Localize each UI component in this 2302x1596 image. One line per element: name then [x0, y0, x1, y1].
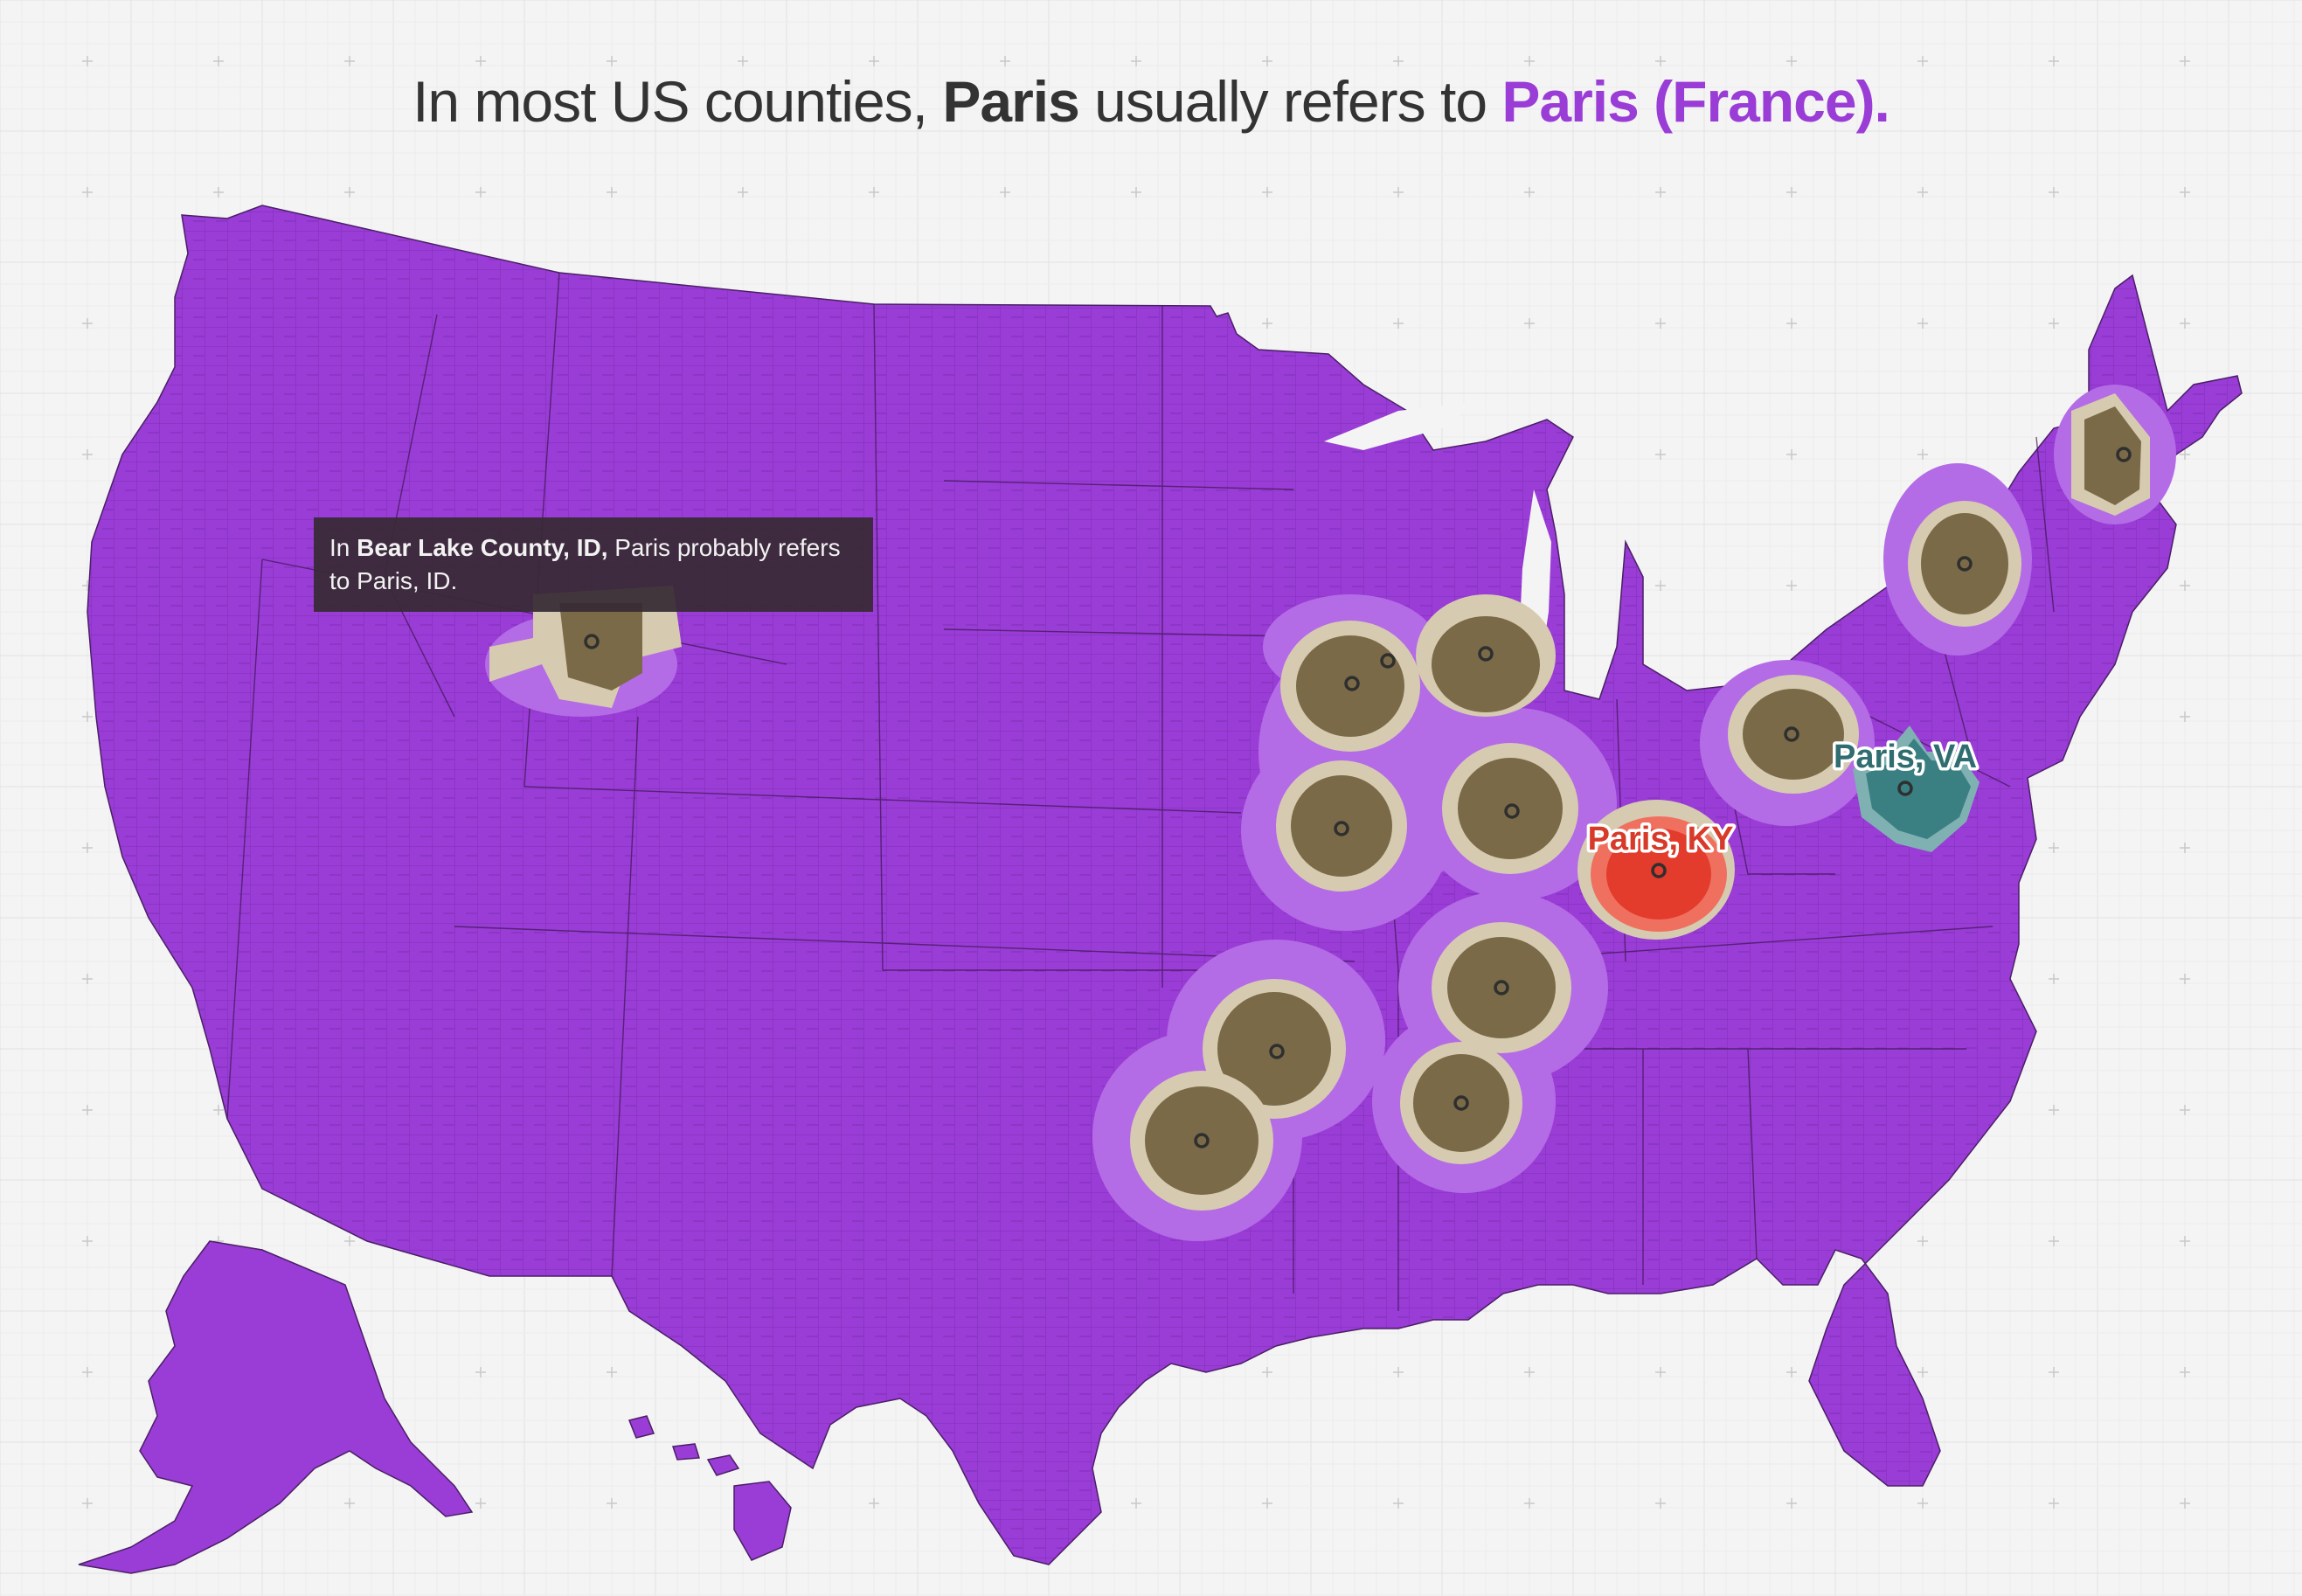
city-marker — [1897, 781, 1913, 796]
title-prefix: In most US counties, — [413, 69, 928, 134]
city-marker — [584, 634, 600, 649]
hawaii-islands[interactable] — [628, 1415, 792, 1561]
title-highlight: Paris (France). — [1501, 69, 1890, 134]
city-marker — [1784, 726, 1799, 742]
county-tooltip: In Bear Lake County, ID, Paris probably … — [314, 517, 873, 612]
tooltip-text: Paris probably refers to Paris, ID. — [329, 534, 841, 594]
page-title: In most US counties, Paris usually refer… — [0, 68, 2302, 135]
city-marker — [1957, 556, 1973, 572]
city-marker — [1194, 1133, 1210, 1148]
city-marker — [1334, 821, 1349, 836]
city-marker — [1494, 980, 1509, 996]
city-markers — [584, 447, 2132, 1148]
city-marker — [2116, 447, 2132, 462]
title-keyword: Paris — [942, 69, 1079, 134]
city-marker — [1453, 1095, 1469, 1111]
tooltip-county: Bear Lake County, ID, — [357, 534, 608, 561]
tooltip-prefix: In — [329, 534, 350, 561]
city-marker — [1478, 646, 1494, 662]
city-marker — [1651, 863, 1667, 878]
us-paris-zones — [489, 393, 2150, 1211]
paris-va-zone — [1853, 725, 1980, 852]
city-marker — [1344, 676, 1360, 691]
paris-ky-zone — [1577, 800, 1735, 940]
city-marker — [1380, 653, 1396, 669]
paris-ky-label: Paris, KY — [1588, 821, 1734, 857]
city-marker — [1504, 803, 1520, 819]
lake-superior — [1324, 402, 1477, 450]
alaska-landmass[interactable] — [78, 1240, 474, 1574]
city-marker — [1269, 1044, 1285, 1059]
paris-va-label: Paris, VA — [1834, 739, 1977, 775]
county-borders — [87, 205, 2242, 1565]
title-middle: usually refers to — [1094, 69, 1487, 134]
